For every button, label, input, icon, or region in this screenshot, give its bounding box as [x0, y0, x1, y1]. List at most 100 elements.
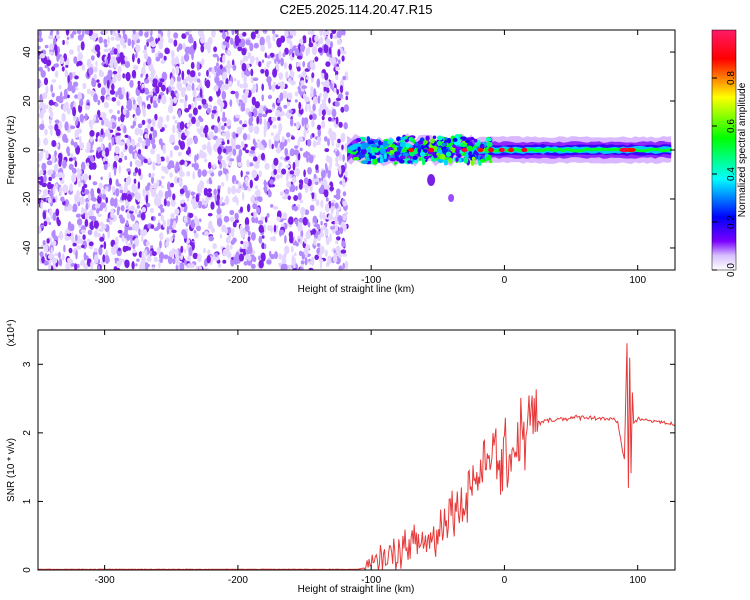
heatmap-noise-speck — [283, 104, 288, 109]
heatmap-noise-speck — [169, 150, 173, 158]
heatmap-noise-speck — [132, 249, 137, 254]
heatmap-noise-speck — [267, 94, 273, 100]
heatmap-noise-speck — [98, 228, 104, 232]
heatmap-noise-speck — [235, 114, 241, 119]
heatmap-noise-speck — [307, 31, 313, 35]
heatmap-y-tick-label: -40 — [22, 240, 33, 255]
heatmap-y-tick-label: 0 — [22, 147, 33, 153]
heatmap-noise-speck — [135, 263, 138, 267]
heatmap-noise-speck — [287, 101, 290, 107]
heatmap-noise-speck — [201, 204, 206, 209]
heatmap-noise-speck — [65, 64, 69, 68]
heatmap-noise-speck — [234, 219, 239, 223]
heatmap-noise-speck — [212, 163, 216, 169]
heatmap-noise-speck — [100, 202, 106, 209]
heatmap-noise-speck — [48, 51, 54, 55]
heatmap-noise-speck — [140, 212, 146, 221]
heatmap-band-speck — [399, 155, 406, 160]
heatmap-band-speck — [371, 151, 375, 157]
heatmap-noise-speck — [69, 235, 73, 240]
heatmap-noise-speck — [261, 94, 265, 102]
heatmap-noise-speck — [252, 138, 256, 145]
heatmap-noise-speck — [267, 109, 273, 113]
heatmap-noise-speck — [273, 157, 279, 166]
heatmap-noise-speck — [48, 262, 52, 270]
heatmap-noise-speck — [173, 97, 177, 104]
heatmap-noise-speck — [170, 78, 174, 86]
heatmap-noise-speck — [105, 129, 109, 138]
heatmap-noise-speck — [262, 30, 267, 33]
heatmap-noise-speck — [260, 152, 266, 161]
heatmap-noise-speck — [177, 109, 182, 118]
heatmap-noise-speck — [131, 138, 136, 148]
heatmap-noise-speck — [50, 169, 54, 174]
heatmap-noise-speck — [190, 61, 195, 70]
heatmap-noise-speck — [144, 90, 150, 95]
heatmap-noise-speck — [59, 56, 65, 65]
heatmap-noise-speck — [83, 173, 89, 182]
heatmap-noise-speck — [184, 108, 190, 113]
heatmap-noise-speck — [245, 70, 251, 77]
heatmap-noise-speck — [320, 170, 326, 179]
heatmap-noise-speck — [334, 147, 338, 152]
heatmap-noise-speck — [111, 136, 115, 146]
heatmap-noise-speck — [114, 236, 119, 245]
heatmap-noise-speck — [258, 117, 263, 125]
heatmap-noise-speck — [333, 254, 338, 264]
heatmap-noise-speck — [250, 31, 256, 40]
heatmap-noise-speck — [303, 38, 307, 43]
heatmap-noise-speck — [117, 65, 122, 74]
heatmap-noise-speck — [207, 161, 212, 170]
heatmap-band-speck — [412, 155, 418, 160]
heatmap-noise-speck — [196, 97, 203, 102]
heatmap-noise-speck — [174, 56, 180, 66]
heatmap-noise-speck — [129, 79, 134, 88]
heatmap-noise-speck — [93, 230, 99, 238]
heatmap-band-speck — [436, 135, 443, 141]
heatmap-noise-speck — [144, 263, 151, 268]
heatmap-band-speck — [366, 156, 370, 162]
heatmap-noise-speck — [309, 59, 314, 69]
heatmap-noise-speck — [159, 240, 162, 249]
heatmap-noise-speck — [195, 119, 201, 128]
heatmap-noise-speck — [312, 95, 318, 105]
heatmap-noise-speck — [123, 185, 128, 194]
heatmap-noise-speck — [151, 266, 155, 270]
heatmap-noise-speck — [214, 255, 220, 261]
heatmap-noise-speck — [199, 33, 205, 39]
heatmap-noise-speck — [263, 224, 267, 233]
heatmap-noise-speck — [114, 145, 120, 155]
heatmap-noise-speck — [181, 70, 185, 81]
heatmap-noise-speck — [308, 154, 314, 164]
heatmap-noise-speck — [330, 202, 335, 207]
heatmap-noise-speck — [196, 128, 200, 132]
heatmap-noise-speck — [131, 261, 135, 270]
heatmap-noise-speck — [300, 207, 306, 216]
heatmap-noise-speck — [124, 182, 128, 188]
heatmap-noise-speck — [81, 207, 85, 215]
heatmap-noise-speck — [216, 82, 223, 87]
heatmap-noise-speck — [56, 35, 61, 40]
heatmap-band-speck — [432, 135, 437, 140]
heatmap-noise-speck — [342, 262, 346, 270]
heatmap-noise-speck — [333, 252, 337, 257]
heatmap-noise-speck — [103, 38, 108, 45]
heatmap-noise-speck — [291, 136, 295, 140]
heatmap-noise-speck — [285, 70, 289, 80]
heatmap-noise-speck — [232, 64, 237, 71]
heatmap-noise-speck — [237, 182, 242, 188]
heatmap-noise-speck — [208, 131, 214, 140]
heatmap-noise-speck — [56, 30, 60, 35]
heatmap-noise-speck — [256, 206, 261, 214]
heatmap-noise-speck — [177, 151, 182, 157]
heatmap-noise-speck — [121, 235, 125, 243]
heatmap-noise-speck — [281, 223, 285, 227]
heatmap-noise-speck — [204, 231, 209, 237]
heatmap-noise-speck — [294, 91, 299, 97]
heatmap-noise-speck — [269, 179, 274, 185]
heatmap-noise-speck — [335, 97, 342, 101]
heatmap-noise-speck — [242, 147, 247, 151]
heatmap-noise-speck — [321, 99, 326, 103]
heatmap-noise-speck — [138, 210, 142, 216]
heatmap-noise-speck — [170, 50, 175, 59]
